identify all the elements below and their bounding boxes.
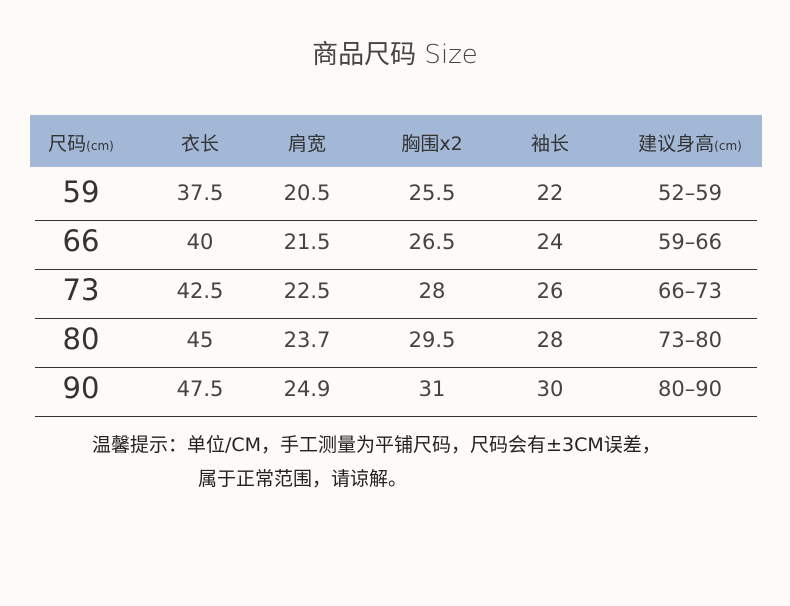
table-cell: 24 xyxy=(536,230,564,254)
table-cell: 80–90 xyxy=(658,377,722,401)
table-cell: 30 xyxy=(536,377,564,401)
column-header: 衣长 xyxy=(181,129,219,156)
table-cell: 26 xyxy=(536,279,564,303)
header-label: 衣长 xyxy=(180,133,220,155)
note-line-1: 温馨提示：单位/CM，手工测量为平铺尺码，尺码会有±3CM误差， xyxy=(92,434,661,456)
table-cell: 42.5 xyxy=(176,279,224,303)
table-cell: 23.7 xyxy=(283,328,331,352)
column-header: 尺码(cm) xyxy=(48,129,114,156)
table-cell: 37.5 xyxy=(176,181,224,205)
header-unit: (cm) xyxy=(86,139,114,153)
table-cell: 59–66 xyxy=(658,230,722,254)
table-cell: 52–59 xyxy=(658,181,722,205)
table-cell: 73–80 xyxy=(658,328,722,352)
table-cell: 29.5 xyxy=(408,328,456,352)
table-cell: 59 xyxy=(62,175,100,209)
column-header: 肩宽 xyxy=(288,129,326,156)
table-row: 73 42.5 22.5 28 26 66–73 xyxy=(35,269,757,319)
header-label: 胸围x2 xyxy=(401,133,463,155)
table-row: 66 40 21.5 26.5 24 59–66 xyxy=(35,220,757,270)
table-cell: 28 xyxy=(536,328,564,352)
table-cell: 22 xyxy=(536,181,564,205)
column-header: 胸围x2 xyxy=(401,129,462,156)
table-cell: 24.9 xyxy=(283,377,331,401)
note-line-2: 属于正常范围，请谅解。 xyxy=(198,468,408,490)
column-header: 建议身高(cm) xyxy=(638,129,742,156)
table-cell: 28 xyxy=(418,279,446,303)
table-row: 90 47.5 24.9 31 30 80–90 xyxy=(35,367,757,417)
header-label: 建议身高 xyxy=(638,133,715,155)
header-label: 肩宽 xyxy=(287,133,327,155)
header-unit: (cm) xyxy=(714,139,742,153)
table-cell: 40 xyxy=(186,230,214,254)
table-cell: 66 xyxy=(62,224,100,258)
table-cell: 66–73 xyxy=(658,279,722,303)
table-cell: 21.5 xyxy=(283,230,331,254)
table-cell: 45 xyxy=(186,328,214,352)
table-cell: 26.5 xyxy=(408,230,456,254)
header-label: 袖长 xyxy=(530,133,570,155)
table-row: 80 45 23.7 29.5 28 73–80 xyxy=(35,318,757,368)
table-cell: 73 xyxy=(62,273,100,307)
table-cell: 90 xyxy=(62,371,100,405)
table-cell: 80 xyxy=(62,322,100,356)
page-title: 商品尺码 Size xyxy=(312,40,478,70)
table-cell: 47.5 xyxy=(176,377,224,401)
table-cell: 22.5 xyxy=(283,279,331,303)
table-header: 尺码(cm) 衣长 肩宽 胸围x2 袖长 建议身高(cm) xyxy=(30,115,762,167)
column-header: 袖长 xyxy=(531,129,569,156)
table-cell: 25.5 xyxy=(408,181,456,205)
table-row: 59 37.5 20.5 25.5 22 52–59 xyxy=(35,171,757,221)
header-label: 尺码 xyxy=(48,133,87,155)
table-cell: 31 xyxy=(418,377,446,401)
table-cell: 20.5 xyxy=(283,181,331,205)
